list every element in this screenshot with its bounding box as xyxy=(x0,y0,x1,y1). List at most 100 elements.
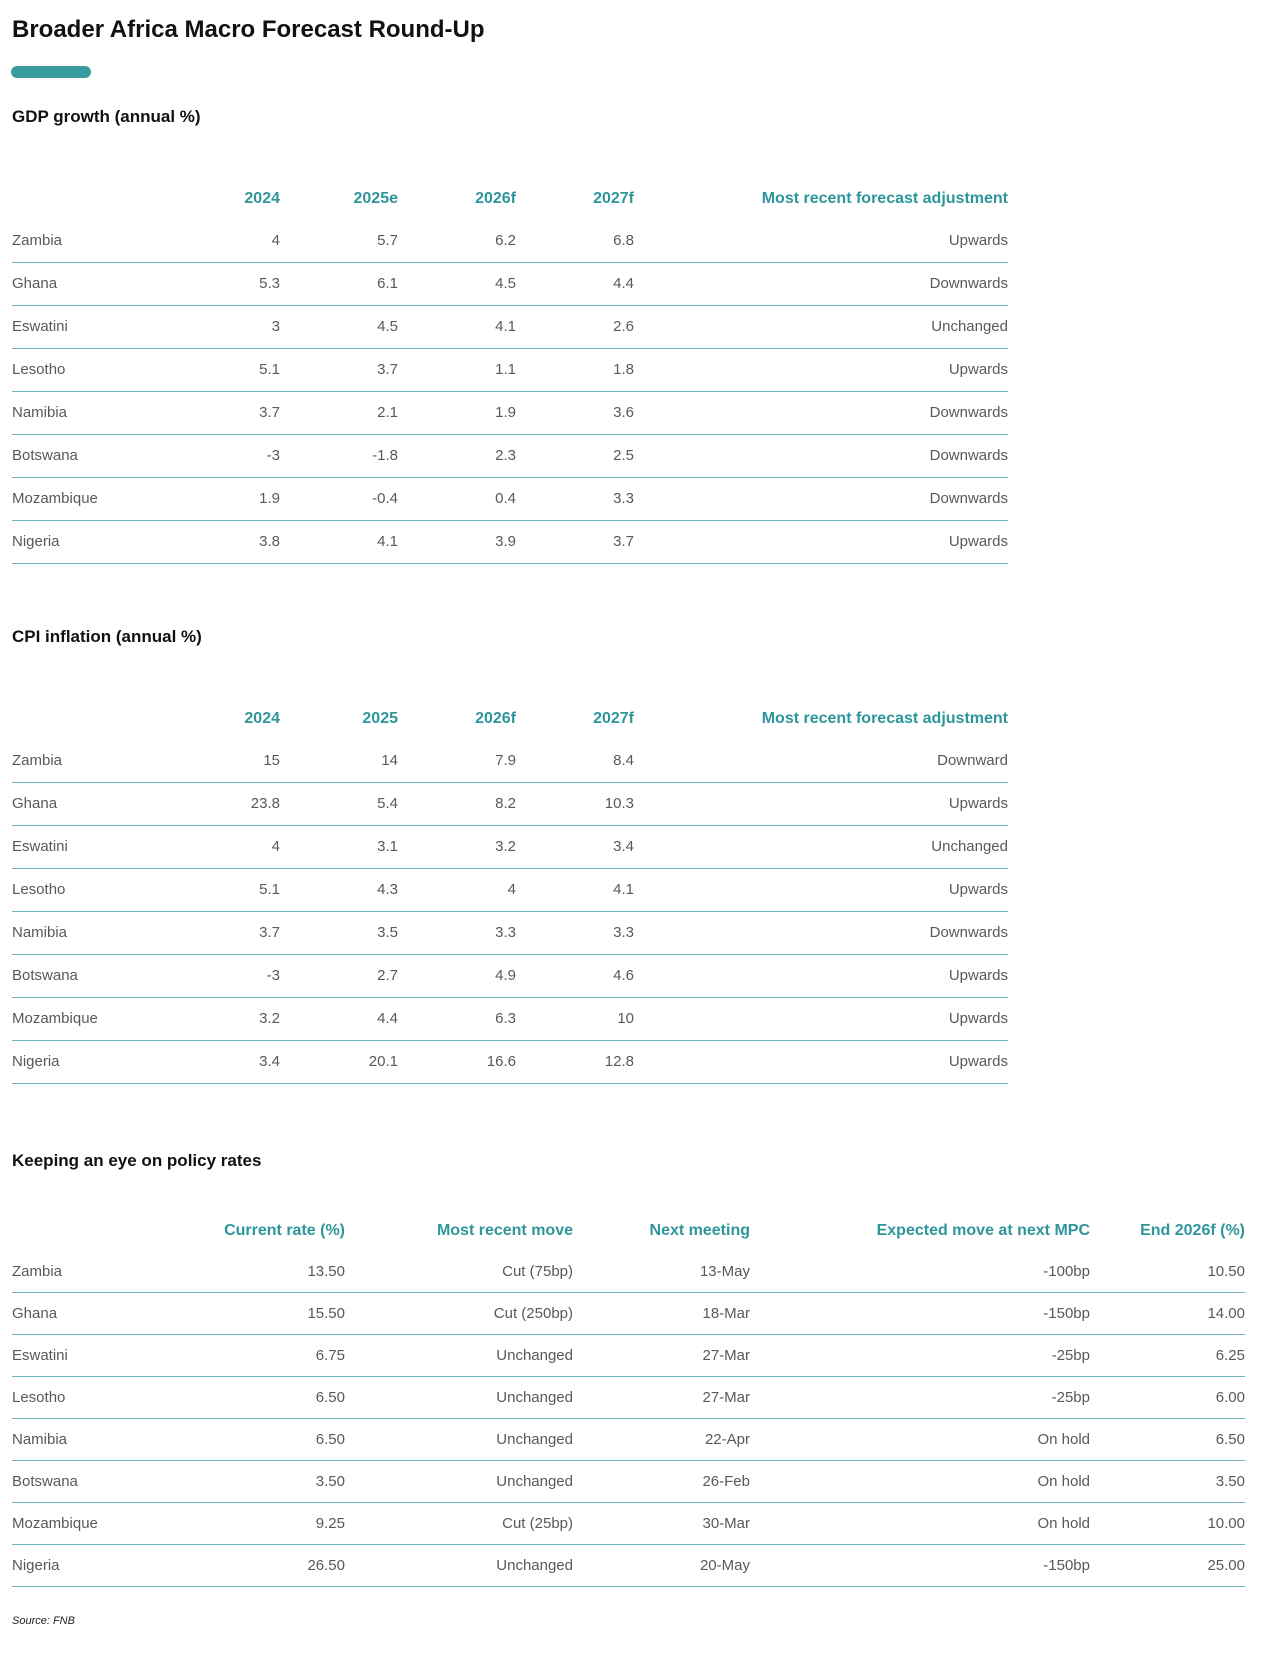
value-cell: 1.9 xyxy=(259,490,280,507)
country-cell: Botswana xyxy=(12,967,78,984)
value-cell: 2.5 xyxy=(613,447,634,464)
section-heading-gdp-growth: GDP growth (annual %) xyxy=(12,107,201,126)
value-cell: 4 xyxy=(271,838,280,855)
value-cell: Upwards xyxy=(948,533,1008,550)
value-cell: 4.4 xyxy=(377,1010,398,1027)
table-row: Lesotho 5.1 4.3 4 4.1 Upwards xyxy=(12,869,1008,912)
value-cell: 4.1 xyxy=(613,881,634,898)
country-cell: Zambia xyxy=(12,1263,63,1280)
table-header-row: 2024 2025 2026f 2027f Most recent forecast a… xyxy=(12,698,1008,740)
value-cell: 6.25 xyxy=(1215,1347,1245,1364)
country-cell: Nigeria xyxy=(12,533,60,550)
value-cell: Unchanged xyxy=(496,1473,573,1490)
value-cell: 10.3 xyxy=(604,795,634,812)
country-cell: Lesotho xyxy=(12,361,66,378)
value-cell: Upwards xyxy=(948,1010,1008,1027)
value-cell: 6.8 xyxy=(613,232,634,249)
value-cell: 6.1 xyxy=(377,275,398,292)
page-title: Broader Africa Macro Forecast Round-Up xyxy=(12,16,485,43)
value-cell: 8.4 xyxy=(613,752,634,769)
title-accent-bar xyxy=(11,66,91,78)
value-cell: Cut (25bp) xyxy=(502,1515,573,1532)
value-cell: 14.00 xyxy=(1207,1305,1245,1322)
value-cell: 6.50 xyxy=(1215,1431,1245,1448)
value-cell: 12.8 xyxy=(604,1053,634,1070)
value-cell: 4.6 xyxy=(613,967,634,984)
table-header-row: 2024 2025e 2026f 2027f Most recent forecast … xyxy=(12,178,1008,220)
value-cell: 3.6 xyxy=(613,404,634,421)
value-cell: 3.50 xyxy=(315,1473,345,1490)
value-cell: 3 xyxy=(271,318,280,335)
table-row: Zambia 4 5.7 6.2 6.8 Upwards xyxy=(12,220,1008,263)
table-row: Nigeria 3.8 4.1 3.9 3.7 Upwards xyxy=(12,521,1008,564)
value-cell: 13-May xyxy=(699,1263,750,1280)
value-cell: 6.3 xyxy=(495,1010,516,1027)
section-heading-cpi-inflation: CPI inflation (annual %) xyxy=(12,627,202,646)
value-cell: 3.7 xyxy=(259,404,280,421)
value-cell: -3 xyxy=(266,447,280,464)
value-cell: 2.7 xyxy=(377,967,398,984)
table-row: Botswana -3 -1.8 2.3 2.5 Downwards xyxy=(12,435,1008,478)
column-header: Next meeting xyxy=(649,1222,750,1239)
country-cell: Lesotho xyxy=(12,881,66,898)
value-cell: Upwards xyxy=(948,967,1008,984)
value-cell: 3.8 xyxy=(259,533,280,550)
country-cell: Namibia xyxy=(12,1431,68,1448)
column-header xyxy=(12,178,162,220)
country-cell: Eswatini xyxy=(12,318,68,335)
column-header: 2024 xyxy=(244,710,280,727)
value-cell: On hold xyxy=(1037,1431,1090,1448)
value-cell: 25.00 xyxy=(1207,1557,1245,1574)
table-row: Namibia 3.7 3.5 3.3 3.3 Downwards xyxy=(12,912,1008,955)
country-cell: Mozambique xyxy=(12,1010,98,1027)
value-cell: 4.4 xyxy=(613,275,634,292)
table-row: Lesotho 5.1 3.7 1.1 1.8 Upwards xyxy=(12,349,1008,392)
value-cell: 3.4 xyxy=(259,1053,280,1070)
table-row: Zambia 13.50 Cut (75bp) 13-May -100bp 10.50 xyxy=(12,1251,1245,1293)
country-cell: Mozambique xyxy=(12,1515,98,1532)
value-cell: Unchanged xyxy=(496,1347,573,1364)
country-cell: Botswana xyxy=(12,1473,78,1490)
value-cell: 3.7 xyxy=(613,533,634,550)
value-cell: 3.3 xyxy=(613,490,634,507)
source-note: Source: FNB xyxy=(12,1615,75,1627)
country-cell: Lesotho xyxy=(12,1389,66,1406)
value-cell: 3.7 xyxy=(259,924,280,941)
table-row: Ghana 5.3 6.1 4.5 4.4 Downwards xyxy=(12,263,1008,306)
value-cell: 3.2 xyxy=(259,1010,280,1027)
value-cell: 10.00 xyxy=(1207,1515,1245,1532)
value-cell: 27-Mar xyxy=(702,1347,750,1364)
country-cell: Zambia xyxy=(12,232,63,249)
column-header: 2025 xyxy=(362,710,398,727)
value-cell: 6.50 xyxy=(315,1389,345,1406)
country-cell: Nigeria xyxy=(12,1053,60,1070)
value-cell: 1.9 xyxy=(495,404,516,421)
value-cell: 2.6 xyxy=(613,318,634,335)
column-header: Most recent forecast adjustment xyxy=(761,190,1008,207)
column-header: End 2026f (%) xyxy=(1140,1222,1245,1239)
country-cell: Ghana xyxy=(12,795,58,812)
column-header: 2025e xyxy=(353,190,399,207)
value-cell: 6.75 xyxy=(315,1347,345,1364)
value-cell: Downwards xyxy=(929,404,1008,421)
value-cell: Downward xyxy=(937,752,1008,769)
column-header: 2027f xyxy=(593,710,634,727)
value-cell: 4.3 xyxy=(377,881,398,898)
table-row: Lesotho 6.50 Unchanged 27-Mar -25bp 6.00 xyxy=(12,1377,1245,1419)
country-cell: Botswana xyxy=(12,447,78,464)
country-cell: Nigeria xyxy=(12,1557,60,1574)
value-cell: -0.4 xyxy=(372,490,398,507)
column-header: Current rate (%) xyxy=(224,1222,345,1239)
value-cell: 16.6 xyxy=(486,1053,516,1070)
value-cell: 3.2 xyxy=(495,838,516,855)
value-cell: 2.3 xyxy=(495,447,516,464)
value-cell: 3.9 xyxy=(495,533,516,550)
value-cell: 4 xyxy=(271,232,280,249)
value-cell: On hold xyxy=(1037,1473,1090,1490)
column-header: Most recent move xyxy=(436,1222,573,1239)
value-cell: Upwards xyxy=(948,1053,1008,1070)
value-cell: 1.8 xyxy=(613,361,634,378)
value-cell: Downwards xyxy=(929,490,1008,507)
value-cell: 15.50 xyxy=(307,1305,345,1322)
value-cell: 20-May xyxy=(699,1557,750,1574)
